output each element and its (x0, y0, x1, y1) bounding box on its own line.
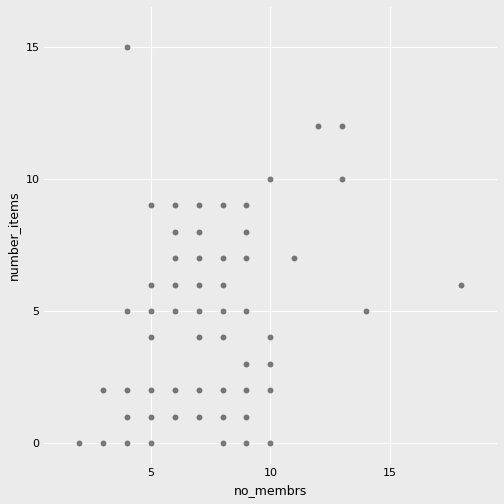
Point (99, 439, 107, 447)
Point (147, 201, 155, 209)
Point (147, 413, 155, 421)
X-axis label: no_membrs: no_membrs (234, 484, 307, 497)
Point (123, 386, 131, 394)
Point (242, 386, 250, 394)
Point (242, 201, 250, 209)
Point (171, 228, 179, 236)
Point (171, 281, 179, 289)
Point (266, 175, 274, 183)
Point (338, 122, 346, 130)
Point (195, 307, 203, 315)
Point (123, 42, 131, 50)
Point (147, 307, 155, 315)
Point (195, 386, 203, 394)
Point (171, 386, 179, 394)
Y-axis label: number_items: number_items (7, 191, 20, 280)
Point (123, 307, 131, 315)
Point (219, 413, 227, 421)
Point (195, 254, 203, 262)
Point (266, 360, 274, 368)
Point (99, 386, 107, 394)
Point (147, 281, 155, 289)
Point (219, 281, 227, 289)
Point (266, 333, 274, 341)
Point (195, 413, 203, 421)
Point (242, 413, 250, 421)
Point (219, 439, 227, 447)
Point (171, 307, 179, 315)
Point (242, 307, 250, 315)
Point (219, 307, 227, 315)
Point (147, 439, 155, 447)
Point (195, 333, 203, 341)
Point (266, 439, 274, 447)
Point (171, 201, 179, 209)
Point (242, 439, 250, 447)
Point (195, 228, 203, 236)
Point (338, 175, 346, 183)
Point (314, 122, 322, 130)
Point (123, 439, 131, 447)
Point (266, 386, 274, 394)
Point (123, 413, 131, 421)
Point (76, 439, 84, 447)
Point (171, 254, 179, 262)
Point (242, 228, 250, 236)
Point (219, 201, 227, 209)
Point (195, 201, 203, 209)
Point (242, 360, 250, 368)
Point (457, 281, 465, 289)
Point (242, 254, 250, 262)
Point (195, 281, 203, 289)
Point (171, 413, 179, 421)
Point (147, 333, 155, 341)
Point (219, 386, 227, 394)
Point (219, 333, 227, 341)
Point (219, 254, 227, 262)
Point (290, 254, 298, 262)
Point (147, 386, 155, 394)
Point (362, 307, 370, 315)
